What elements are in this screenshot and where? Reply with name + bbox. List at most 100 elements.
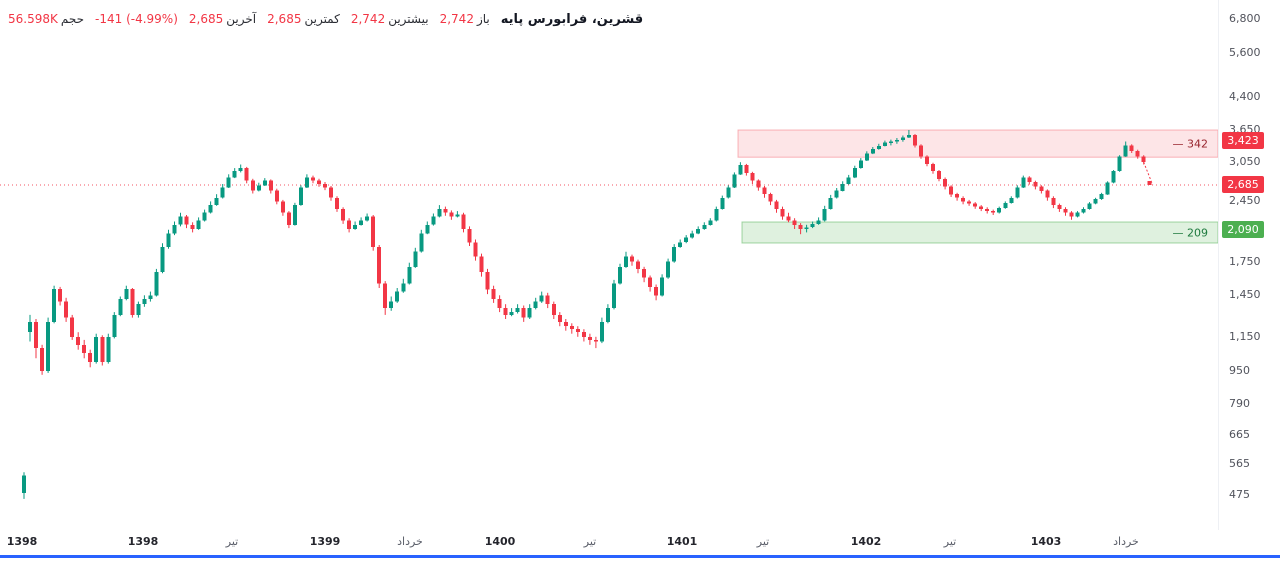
candle-body[interactable] — [491, 289, 496, 299]
candle-body[interactable] — [292, 205, 297, 225]
candle-body[interactable] — [46, 321, 51, 371]
time-axis[interactable]: 1398 1398 تیر 1399 خرداد 1400 تیر 1401 تیر 1402 تی… — [0, 530, 1218, 554]
candle-body[interactable] — [1075, 212, 1080, 217]
candle-body[interactable] — [774, 201, 779, 209]
candle-body[interactable] — [882, 142, 887, 146]
candle-body[interactable] — [858, 160, 863, 169]
candle-body[interactable] — [1063, 208, 1068, 213]
candle-body[interactable] — [52, 289, 57, 322]
candle-body[interactable] — [82, 344, 87, 354]
candle-body[interactable] — [569, 326, 574, 330]
candle-body[interactable] — [828, 197, 833, 209]
candle-body[interactable] — [955, 194, 960, 198]
candle-body[interactable] — [1129, 145, 1134, 151]
candle-body[interactable] — [870, 149, 875, 154]
candle-body[interactable] — [539, 295, 544, 302]
candle-body[interactable] — [304, 177, 309, 188]
candle-body[interactable] — [1021, 177, 1026, 188]
candle-body[interactable] — [214, 197, 219, 206]
candle-body[interactable] — [1123, 145, 1128, 157]
candle-body[interactable] — [961, 197, 966, 202]
candle-body[interactable] — [76, 336, 81, 345]
candle-body[interactable] — [130, 289, 135, 315]
candle-body[interactable] — [341, 208, 346, 221]
candle-body[interactable] — [750, 173, 755, 181]
candle-body[interactable] — [208, 205, 213, 213]
candle-body[interactable] — [630, 256, 634, 262]
candle-body[interactable] — [311, 177, 315, 181]
candle-body[interactable] — [792, 220, 797, 225]
candle-body[interactable] — [280, 201, 285, 213]
candle-body[interactable] — [864, 153, 869, 161]
candle-body[interactable] — [654, 286, 659, 296]
candle-body[interactable] — [1111, 171, 1116, 183]
candle-body[interactable] — [786, 216, 791, 221]
candle-body[interactable] — [581, 332, 586, 337]
candle-body[interactable] — [335, 197, 339, 209]
candle-body[interactable] — [1003, 202, 1008, 208]
candle-body[interactable] — [148, 295, 153, 299]
candle-body[interactable] — [317, 180, 321, 184]
candle-body[interactable] — [660, 277, 665, 296]
candle-body[interactable] — [383, 283, 388, 309]
candle-body[interactable] — [997, 208, 1002, 213]
candle-body[interactable] — [461, 214, 466, 229]
candle-body[interactable] — [467, 229, 472, 243]
candle-body[interactable] — [985, 208, 990, 212]
candle-body[interactable] — [365, 216, 370, 221]
candle-body[interactable] — [612, 283, 616, 309]
candle-body[interactable] — [359, 220, 364, 225]
candle-body[interactable] — [624, 256, 628, 267]
candle-body[interactable] — [274, 190, 279, 202]
candle-body[interactable] — [822, 208, 827, 221]
candle-body[interactable] — [268, 180, 273, 191]
candle-body[interactable] — [551, 304, 556, 315]
candle-body[interactable] — [142, 299, 147, 305]
candle-body[interactable] — [816, 220, 821, 224]
candle-body[interactable] — [100, 336, 105, 362]
candle-body[interactable] — [913, 135, 917, 146]
candle-body[interactable] — [1069, 212, 1074, 217]
candle-body[interactable] — [323, 184, 327, 188]
candle-body[interactable] — [371, 216, 376, 247]
candle-body[interactable] — [973, 203, 978, 207]
candle-body[interactable] — [220, 187, 225, 198]
candle-body[interactable] — [1033, 182, 1038, 187]
candle-body[interactable] — [172, 224, 177, 234]
candle-body[interactable] — [1135, 150, 1140, 157]
candle-body[interactable] — [455, 214, 460, 217]
candle-body[interactable] — [672, 246, 677, 262]
candle-body[interactable] — [1057, 205, 1062, 209]
candle-body[interactable] — [780, 208, 785, 217]
price-chart-area[interactable]: — 342 — 209 — [0, 0, 1218, 530]
candle-body[interactable] — [894, 140, 899, 142]
candle-body[interactable] — [118, 299, 123, 315]
candle-body[interactable] — [419, 233, 424, 252]
candle-body[interactable] — [136, 304, 141, 315]
candle-body[interactable] — [431, 216, 436, 225]
candle-body[interactable] — [256, 185, 261, 191]
candle-body[interactable] — [377, 246, 382, 284]
candle-body[interactable] — [347, 220, 352, 229]
candle-body[interactable] — [593, 339, 598, 342]
candle-body[interactable] — [720, 197, 725, 209]
candle-body[interactable] — [401, 283, 406, 292]
candle-body[interactable] — [708, 220, 713, 225]
candle-body[interactable] — [1027, 177, 1032, 183]
candle-body[interactable] — [642, 268, 647, 278]
candle-body[interactable] — [1045, 190, 1050, 198]
candle-body[interactable] — [202, 212, 207, 221]
candle-body[interactable] — [124, 289, 129, 299]
candle-body[interactable] — [726, 187, 731, 198]
candle-body[interactable] — [389, 301, 394, 309]
candle-body[interactable] — [437, 208, 442, 217]
candle-body[interactable] — [533, 301, 538, 309]
candle-body[interactable] — [798, 224, 803, 229]
candle-body[interactable] — [1141, 156, 1146, 163]
candle-body[interactable] — [804, 227, 809, 229]
price-axis[interactable]: 6,800 5,600 4,400 3,650 3,050 2,450 1,750 1,450… — [1218, 0, 1280, 530]
candle-body[interactable] — [178, 216, 183, 225]
candle-body[interactable] — [768, 194, 773, 202]
candle-body[interactable] — [238, 168, 243, 172]
candle-body[interactable] — [931, 163, 935, 172]
